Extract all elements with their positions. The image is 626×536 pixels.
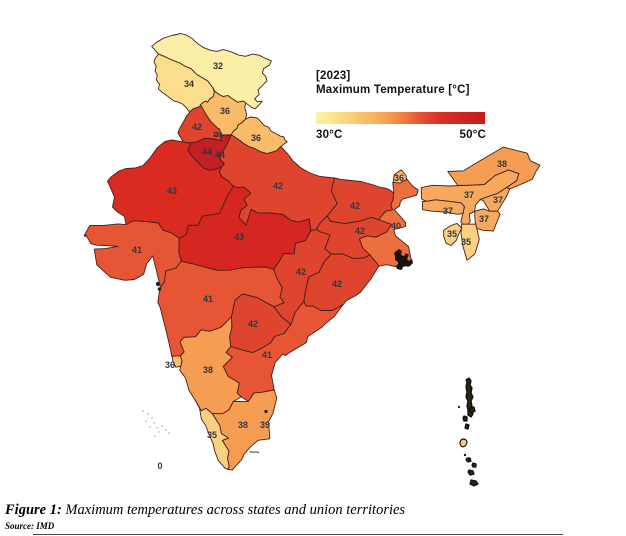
svg-text:39: 39 (260, 420, 270, 430)
svg-text:42: 42 (248, 319, 258, 329)
svg-text:37: 37 (443, 206, 453, 216)
svg-text:36: 36 (251, 133, 261, 143)
svg-text:36: 36 (394, 173, 404, 183)
svg-text:40: 40 (391, 221, 401, 231)
svg-text:35: 35 (447, 229, 457, 239)
svg-text:41: 41 (132, 245, 142, 255)
svg-text:35: 35 (207, 430, 217, 440)
svg-text:42: 42 (296, 267, 306, 277)
svg-text:38: 38 (238, 420, 248, 430)
svg-text:41: 41 (215, 130, 223, 139)
svg-text:41: 41 (203, 294, 213, 304)
svg-text:42: 42 (355, 226, 365, 236)
svg-text:38: 38 (203, 365, 213, 375)
svg-text:44: 44 (215, 150, 225, 160)
svg-text:42: 42 (192, 122, 202, 132)
svg-text:36: 36 (165, 360, 175, 370)
svg-text:42: 42 (273, 181, 283, 191)
svg-text:44: 44 (202, 147, 212, 157)
svg-text:32: 32 (213, 61, 223, 71)
svg-text:36: 36 (220, 106, 230, 116)
svg-text:42: 42 (332, 279, 342, 289)
svg-text:42: 42 (350, 201, 360, 211)
svg-text:37: 37 (479, 214, 489, 224)
svg-text:34: 34 (184, 79, 194, 89)
svg-text:43: 43 (234, 232, 244, 242)
svg-text:41: 41 (262, 350, 272, 360)
svg-text:0: 0 (157, 461, 162, 471)
svg-text:38: 38 (497, 159, 507, 169)
svg-text:37: 37 (493, 195, 503, 205)
svg-text:43: 43 (167, 186, 177, 196)
svg-text:37: 37 (464, 190, 474, 200)
svg-text:35: 35 (461, 237, 471, 247)
